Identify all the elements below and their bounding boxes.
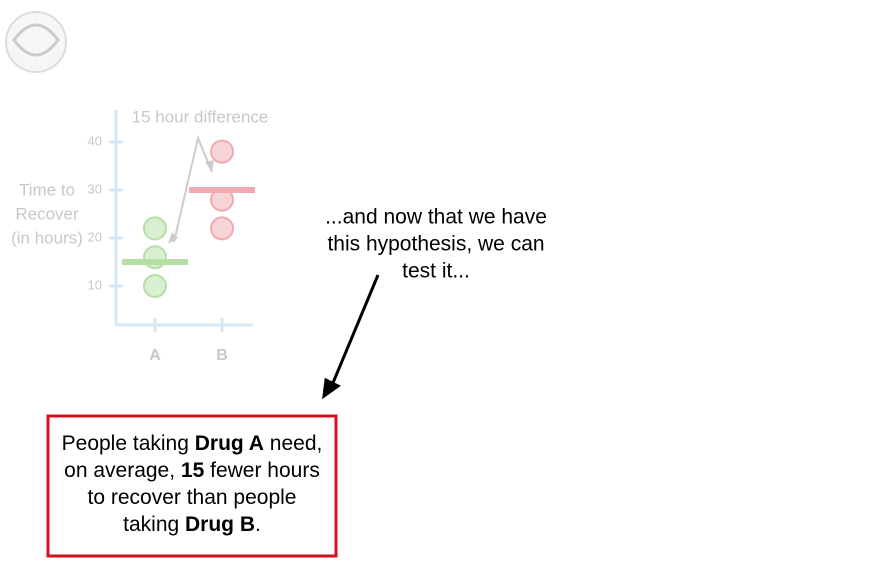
hypothesis-box bbox=[46, 414, 338, 558]
hypothesis-text: People taking bbox=[62, 432, 195, 455]
hypothesis-line: to recover than people bbox=[88, 486, 297, 509]
y-tick-label: 30 bbox=[88, 181, 102, 196]
data-point bbox=[210, 139, 234, 164]
hypothesis-text: Drug A bbox=[195, 432, 264, 455]
x-tick-label: B bbox=[216, 347, 228, 364]
annotation: 15 hour difference bbox=[132, 107, 269, 126]
difference-arrow bbox=[173, 134, 213, 243]
hypothesis-text: . bbox=[255, 513, 261, 536]
y-axis-label: (in hours) bbox=[11, 228, 83, 247]
hypothesis-text: to recover than people bbox=[88, 486, 297, 509]
x-tick-label: A bbox=[149, 347, 161, 364]
callout-text: ...and now that we have bbox=[325, 206, 547, 229]
hypothesis-line: taking Drug B. bbox=[123, 513, 261, 536]
arrowheads bbox=[168, 160, 214, 244]
y-tick-label: 40 bbox=[88, 133, 102, 148]
hypothesis-line: on average, 15 fewer hours bbox=[64, 459, 320, 482]
callout-text: this hypothesis, we can bbox=[327, 233, 544, 256]
pointer-arrow bbox=[328, 274, 380, 391]
data-point bbox=[143, 274, 167, 298]
y-tick-label: 10 bbox=[88, 277, 102, 292]
hypothesis-text: fewer hours bbox=[204, 459, 320, 482]
data-point bbox=[143, 216, 167, 241]
arrowhead bbox=[322, 377, 341, 400]
hypothesis-text: on average, bbox=[64, 459, 181, 482]
y-axis-label: Recover bbox=[15, 204, 79, 223]
callout-text: test it... bbox=[402, 260, 470, 283]
data-point bbox=[210, 216, 234, 241]
logo bbox=[5, 11, 67, 73]
y-tick-label: 20 bbox=[88, 229, 102, 244]
hypothesis-text: Drug B bbox=[185, 513, 255, 536]
hypothesis-line: People taking Drug A need, bbox=[62, 432, 323, 455]
hypothesis-text: need, bbox=[264, 432, 322, 455]
hypothesis-text: 15 bbox=[181, 459, 205, 482]
y-axis-label: Time to bbox=[19, 180, 75, 199]
hypothesis-text: taking bbox=[123, 513, 185, 536]
